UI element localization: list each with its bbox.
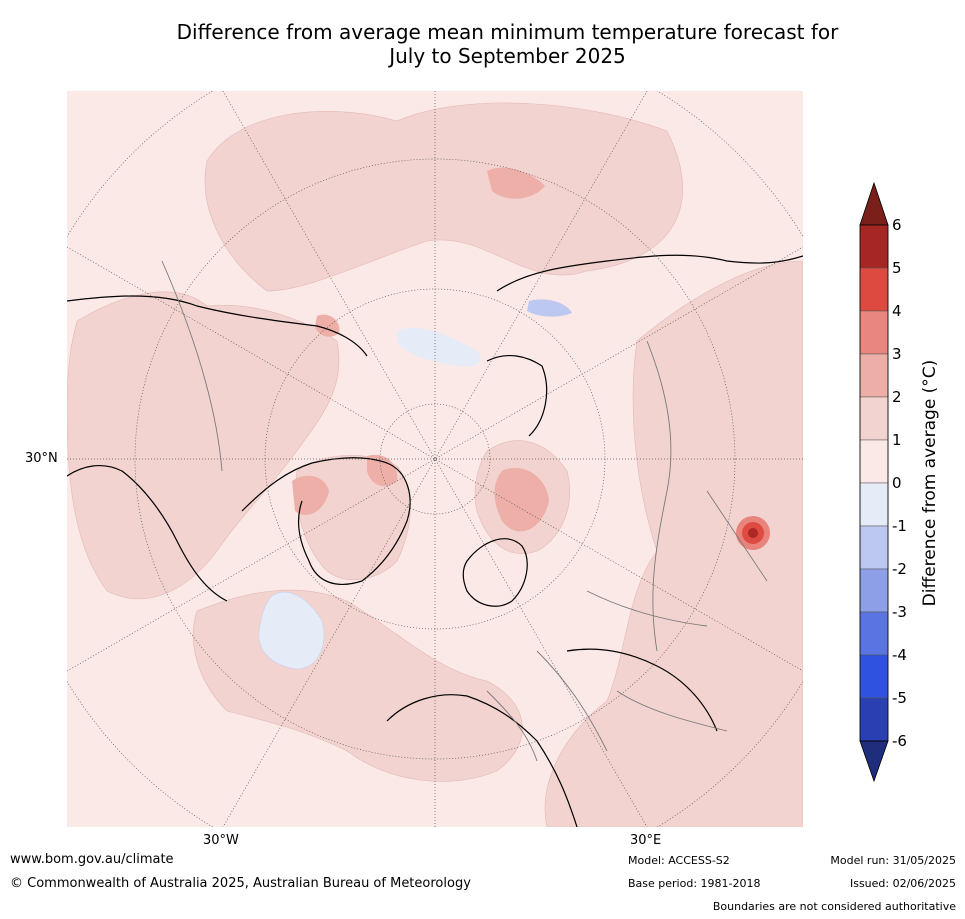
longitude-label-30w: 30°W [203, 833, 239, 848]
colorbar-segment [859, 525, 889, 570]
graticule [67, 91, 803, 827]
colorbar-segment [859, 267, 889, 312]
negative-anomaly-arctic-strip [397, 327, 481, 367]
footer-url[interactable]: www.bom.gov.au/climate [10, 852, 174, 867]
colorbar-tick-label: 0 [892, 474, 902, 492]
anomaly-region-eurasia [544, 260, 803, 827]
colorbar-segment [859, 611, 889, 656]
colorbar-tick-label: 2 [892, 388, 902, 406]
colorbar-tick-label: -6 [892, 732, 907, 750]
anomaly-patch-pacific [487, 167, 545, 199]
colorbar-segment [859, 697, 889, 742]
colorbar [850, 180, 930, 785]
colorbar-segment [859, 482, 889, 527]
colorbar-segment [859, 353, 889, 398]
colorbar-outline [859, 224, 889, 742]
colorbar-tick-label: 5 [892, 259, 902, 277]
colorbar-segment [859, 654, 889, 699]
anomaly-region-north-america [67, 291, 340, 600]
footer-boundaries-note: Boundaries are not considered authoritat… [712, 900, 956, 913]
colorbar-arrow-top [859, 181, 889, 226]
colorbar-tick-label: 1 [892, 431, 902, 449]
colorbar-arrow-bottom [859, 740, 889, 783]
country-boundaries [161, 260, 768, 762]
footer-issued: Issued: 02/06/2025 [849, 877, 956, 890]
footer-model: Model: ACCESS-S2 [628, 854, 730, 867]
map-canvas [67, 91, 803, 827]
footer-model-run: Model run: 31/05/2025 [830, 854, 956, 867]
anomaly-patch-barents [494, 467, 549, 532]
colorbar-segment [859, 568, 889, 613]
colorbar-segment [859, 310, 889, 355]
coastlines [67, 254, 803, 827]
colorbar-tick-label: 4 [892, 302, 902, 320]
colorbar-tick-label: -5 [892, 689, 907, 707]
colorbar-tick-label: -1 [892, 517, 907, 535]
colorbar-label: Difference from average (°C) [920, 359, 940, 607]
anomaly-region-north-pacific [204, 102, 683, 292]
anomaly-patch-greenland-east [367, 454, 398, 487]
colorbar-tick-label: 3 [892, 345, 902, 363]
latitude-label-30n: 30°N [25, 451, 58, 466]
colorbar-tick-label: 6 [892, 216, 902, 234]
map-title: Difference from average mean minimum tem… [176, 20, 839, 68]
longitude-label-30e: 30°E [630, 833, 662, 848]
colorbar-segment [859, 224, 889, 269]
footer-base-period: Base period: 1981-2018 [628, 877, 761, 890]
negative-anomaly-atlantic [258, 591, 325, 670]
colorbar-tick-label: -3 [892, 603, 907, 621]
colorbar-segment [859, 396, 889, 441]
colorbar-tick-label: -2 [892, 560, 907, 578]
colorbar-tick-label: -4 [892, 646, 907, 664]
colorbar-graphic [859, 181, 889, 783]
colorbar-segment [859, 439, 889, 484]
forecast-map [67, 91, 803, 827]
anomaly-hotspot-core [748, 528, 758, 538]
footer-copyright: © Commonwealth of Australia 2025, Austra… [10, 876, 471, 891]
negative-anomaly-kara [527, 299, 572, 317]
